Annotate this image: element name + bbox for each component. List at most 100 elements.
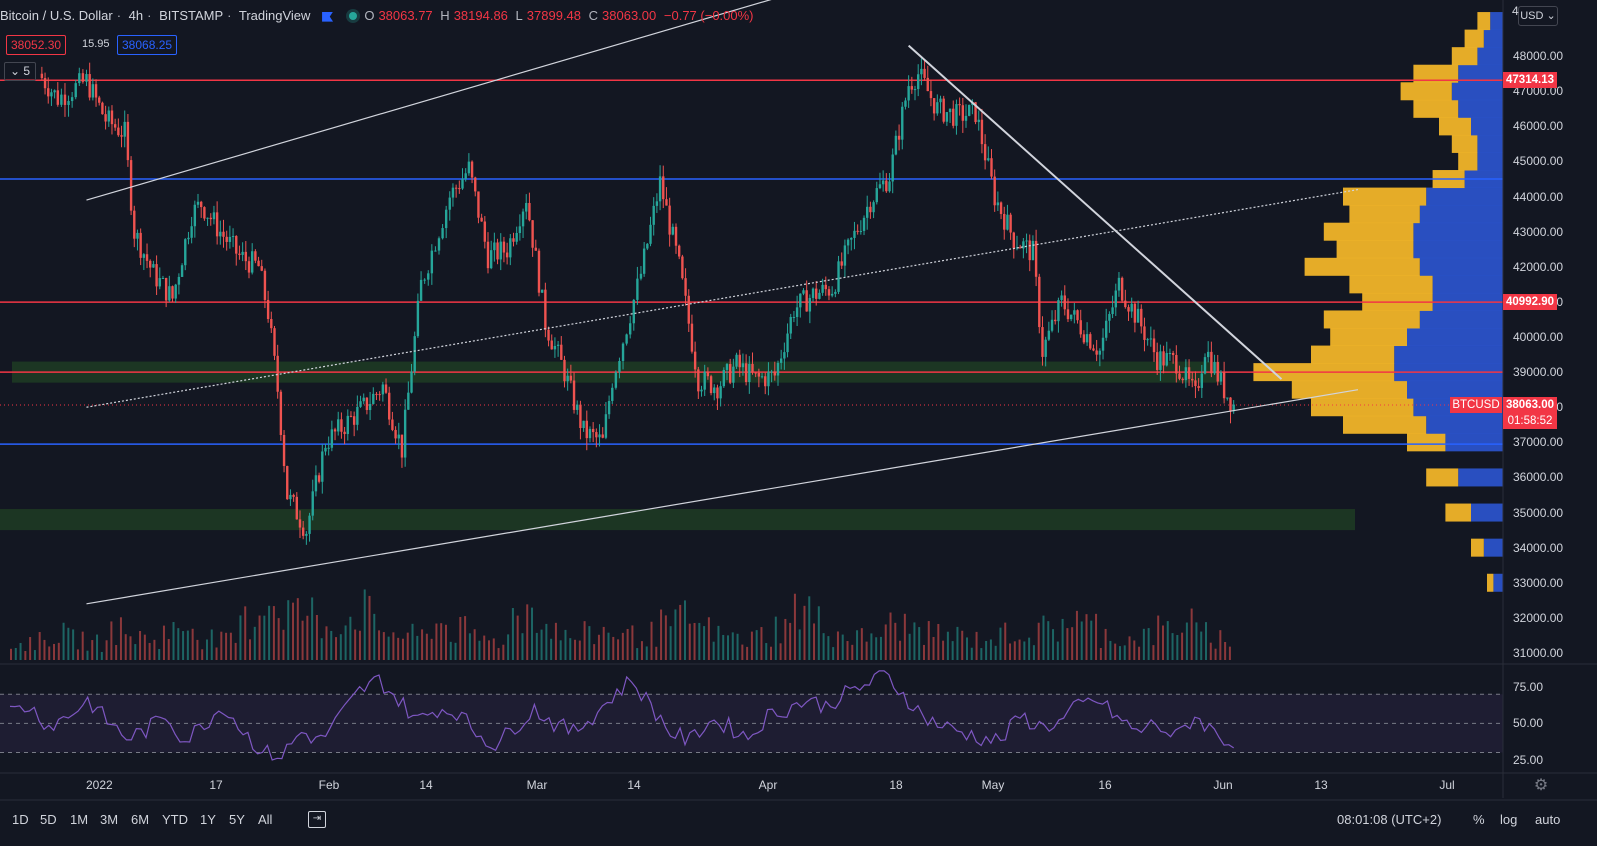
candle-body bbox=[779, 358, 783, 363]
price-tick: 46000.00 bbox=[1513, 119, 1564, 134]
candle-body bbox=[885, 180, 888, 192]
volume-bar bbox=[67, 627, 70, 660]
timeframe-button[interactable]: 3M bbox=[100, 812, 119, 827]
candle-body bbox=[725, 364, 729, 370]
candle-body bbox=[872, 202, 875, 213]
price-tick: 31000.00 bbox=[1513, 645, 1564, 660]
vp-up-bar bbox=[1343, 415, 1427, 434]
volume-bar bbox=[502, 644, 505, 660]
volume-bar bbox=[574, 639, 577, 660]
clock-time[interactable]: 08:01:08 (UTC+2) bbox=[1337, 812, 1442, 827]
volume-bar bbox=[545, 623, 548, 660]
candle-body bbox=[1216, 362, 1219, 382]
volume-bar bbox=[975, 631, 978, 660]
candle-body bbox=[228, 236, 232, 242]
candle-body bbox=[1156, 352, 1159, 370]
volume-bar bbox=[10, 648, 12, 660]
timeframe-button[interactable]: 1Y bbox=[200, 812, 216, 827]
timeframe-button[interactable]: 5Y bbox=[229, 812, 245, 827]
candle-body bbox=[811, 288, 815, 298]
ask-price-button[interactable]: 38068.25 bbox=[117, 35, 178, 55]
candle-body bbox=[1018, 247, 1022, 249]
bottom-toolbar: 1D 5D 1M 3M 6M YTD 1Y 5Y All ⇥ 08:01:08 (UTC+2) … bbox=[0, 802, 1597, 846]
volume-bar bbox=[306, 615, 309, 660]
candle-body bbox=[394, 429, 397, 439]
timeframe-button[interactable]: 5D bbox=[40, 812, 57, 827]
timeframe-button[interactable]: YTD bbox=[162, 812, 188, 827]
volume-bar bbox=[1118, 646, 1121, 660]
candle-body bbox=[572, 380, 576, 410]
volume-bar bbox=[1037, 622, 1040, 660]
flag-icon[interactable] bbox=[322, 11, 334, 22]
price-tick: 44000.00 bbox=[1513, 189, 1564, 204]
candle-body bbox=[292, 494, 295, 497]
volume-bar bbox=[249, 639, 251, 660]
last-price-symbol-tag: BTCUSD bbox=[1450, 397, 1502, 414]
candle-body bbox=[308, 515, 311, 534]
candle-body bbox=[155, 264, 158, 287]
date-range-icon[interactable]: ⇥ bbox=[308, 811, 326, 828]
volume-bar bbox=[311, 597, 314, 660]
log-toggle[interactable]: log bbox=[1500, 812, 1518, 827]
volume-bar bbox=[645, 646, 648, 660]
volume-bar bbox=[664, 615, 667, 660]
currency-select[interactable]: USD ⌄ bbox=[1518, 6, 1558, 26]
candle-body bbox=[321, 451, 324, 482]
volume-bar bbox=[373, 613, 376, 660]
candle-body bbox=[1066, 309, 1070, 320]
timeframe-button[interactable]: All bbox=[258, 812, 273, 827]
trendlines bbox=[86, 0, 1359, 605]
rsi-pane bbox=[0, 670, 1503, 761]
candle-body bbox=[56, 90, 59, 105]
auto-toggle[interactable]: auto bbox=[1535, 812, 1561, 827]
indicators-toggle[interactable]: ⌄ 5 bbox=[4, 62, 37, 81]
candle-body bbox=[993, 176, 996, 206]
vp-up-bar bbox=[1426, 468, 1459, 487]
candle-body bbox=[757, 372, 761, 377]
candle-body bbox=[1050, 319, 1054, 331]
percent-toggle[interactable]: % bbox=[1473, 812, 1485, 827]
candle-body bbox=[47, 88, 50, 97]
candle-body bbox=[878, 184, 882, 189]
volume-bar bbox=[1181, 632, 1184, 660]
timeframe-button[interactable]: 6M bbox=[131, 812, 150, 827]
volume-bar bbox=[1219, 630, 1222, 660]
volume-bar bbox=[172, 622, 175, 660]
vp-down-bar bbox=[1407, 380, 1503, 399]
candle-body bbox=[932, 98, 936, 114]
interval-label[interactable]: 4h bbox=[128, 8, 144, 23]
volume-bar bbox=[48, 646, 51, 660]
vp-down-bar bbox=[1471, 503, 1503, 522]
volume-bar bbox=[1128, 636, 1131, 660]
gear-icon[interactable]: ⚙ bbox=[1533, 777, 1549, 794]
symbol-title[interactable]: Bitcoin / U.S. Dollar bbox=[0, 8, 113, 23]
candle-body bbox=[534, 247, 537, 251]
candle-body bbox=[540, 289, 544, 293]
candle-body bbox=[1057, 300, 1060, 322]
volume-bar bbox=[1099, 647, 1102, 660]
candle-body bbox=[60, 94, 63, 105]
candle-body bbox=[869, 206, 872, 213]
volume-bar bbox=[655, 646, 658, 660]
volume-bar bbox=[349, 616, 352, 660]
timeframe-button[interactable]: 1M bbox=[70, 812, 89, 827]
vp-down-bar bbox=[1471, 117, 1503, 136]
candle-body bbox=[1175, 355, 1178, 374]
bid-price-button[interactable]: 38052.30 bbox=[6, 35, 67, 55]
timeframe-button[interactable]: 1D bbox=[12, 812, 29, 827]
candle-body bbox=[113, 124, 117, 128]
volume-bar bbox=[1104, 628, 1107, 660]
candle-body bbox=[136, 232, 139, 239]
candle-body bbox=[818, 292, 821, 299]
volume-bar bbox=[1047, 621, 1050, 660]
candle-body bbox=[926, 77, 929, 92]
candle-body bbox=[499, 241, 502, 260]
volume-bar bbox=[468, 633, 471, 660]
candle-body bbox=[713, 387, 716, 394]
volume-bar bbox=[129, 636, 132, 660]
volume-bar bbox=[220, 631, 223, 660]
candle-body bbox=[509, 238, 512, 258]
time-tick: 14 bbox=[419, 778, 433, 792]
volume-bar bbox=[1066, 628, 1069, 660]
